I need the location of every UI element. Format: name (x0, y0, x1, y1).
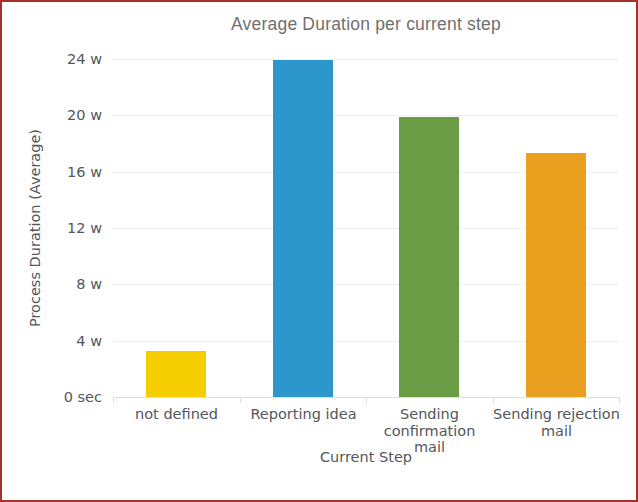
x-axis-tick (366, 397, 367, 403)
bar-reporting-idea[interactable] (273, 60, 333, 397)
x-category-label: Reporting idea (240, 406, 367, 423)
x-category-label: not defined (113, 406, 240, 423)
x-axis-tick (493, 397, 494, 403)
bar-sending-rejection-mail[interactable] (526, 153, 586, 397)
chart-window: Average Duration per current step Proces… (0, 0, 638, 502)
x-category-label: Sending rejection mail (493, 406, 620, 439)
plot-area: 0 sec 4 w 8 w 12 w 16 w 20 w 24 w not definedR… (2, 2, 638, 502)
x-axis-title: Current Step (113, 449, 619, 465)
bar-sending-confirmation-mail[interactable] (399, 117, 459, 397)
gridline (113, 59, 619, 60)
x-axis-tick (113, 397, 114, 403)
x-axis-tick (240, 397, 241, 403)
y-tick-label: 0 sec (22, 390, 102, 405)
y-tick-label: 16 w (22, 165, 102, 180)
y-tick-label: 24 w (22, 52, 102, 67)
gridline (113, 115, 619, 116)
y-tick-label: 4 w (22, 334, 102, 349)
bar-not-defined[interactable] (146, 351, 206, 397)
y-tick-label: 20 w (22, 108, 102, 123)
x-axis-tick (619, 397, 620, 403)
y-tick-label: 8 w (22, 277, 102, 292)
y-tick-label: 12 w (22, 221, 102, 236)
